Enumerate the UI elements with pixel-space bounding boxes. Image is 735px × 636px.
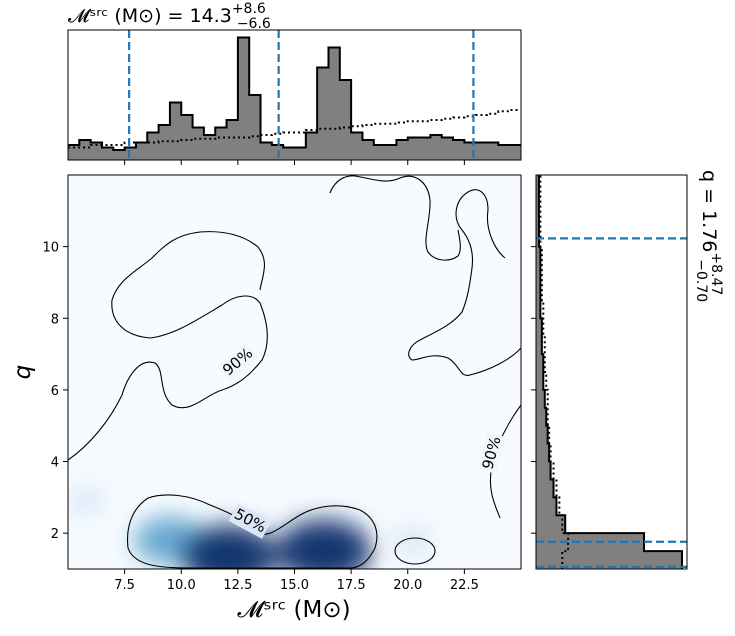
y-axis-ticks: 2 4 6 8 10 [42,241,68,542]
top-prior-dotted [68,109,521,149]
x-tick-label: 10.0 [167,578,196,593]
right-histogram-outline [537,175,683,569]
top-quantile-lines [128,30,475,160]
right-histogram-fill [536,175,682,569]
top-title-prefix: 𝓜ˢʳᶜ (M⊙) = 14.3 [68,5,232,27]
y-axis-label: q [10,365,36,380]
x-tick-label: 22.5 [450,578,479,593]
right-title-prefix: q = 1.76 [698,170,720,252]
right-title-sub: −0.70 [693,259,709,302]
x-tick-label: 20.0 [393,578,422,593]
x-axis-ticks: 7.5 10.0 12.5 15.0 17.5 20.0 22.5 [114,569,479,593]
right-panel-ticks [531,246,536,534]
y-tick-label: 4 [51,456,59,471]
density-peak-3 [389,525,435,556]
contour-labels: 90% 90% 50% [217,342,507,539]
contour-90-top [329,175,461,261]
y-tick-label: 8 [51,312,59,327]
top-histogram-fill [68,37,521,160]
x-tick-label: 17.5 [337,578,366,593]
density-background [68,175,521,569]
right-quantile-lines [536,237,687,568]
contour-90-right [408,189,521,376]
main-panel: 90% 90% 50% 7.5 10.0 12.5 15.0 17.5 20.0 22.5 … [10,174,522,623]
right-marginal-panel: q = 1.76+8.47−0.70 [531,170,724,570]
density-core-1 [214,545,243,568]
x-axis-label: 𝓜ˢʳᶜ (M⊙) [237,597,350,623]
x-tick-label: 12.5 [223,578,252,593]
y-tick-label: 6 [51,384,59,399]
density-heatmap [68,486,435,569]
top-panel-ticks [124,160,465,165]
contour-50-main [126,494,378,569]
top-title: 𝓜ˢʳᶜ (M⊙) = 14.3+8.6 −6.6 [68,1,271,32]
density-core-2 [309,540,338,563]
contour-90-left [68,231,268,461]
right-title-sup: +8.47 [708,252,724,295]
x-tick-label: 7.5 [114,578,135,593]
top-title-sub: −6.6 [237,16,271,32]
y-tick-label: 10 [42,241,59,256]
right-prior-dotted [539,175,570,569]
top-title-sup: +8.6 [232,1,266,17]
contour-50-small [394,537,436,565]
x-tick-label: 15.0 [280,578,309,593]
top-histogram-outline [68,36,521,151]
top-marginal-panel: 𝓜ˢʳᶜ (M⊙) = 14.3+8.6 −6.6 [67,1,522,165]
right-title: q = 1.76+8.47−0.70 [693,170,724,302]
right-panel-frame [535,174,688,570]
density-peak-4 [68,486,108,515]
y-tick-label: 2 [51,527,59,542]
